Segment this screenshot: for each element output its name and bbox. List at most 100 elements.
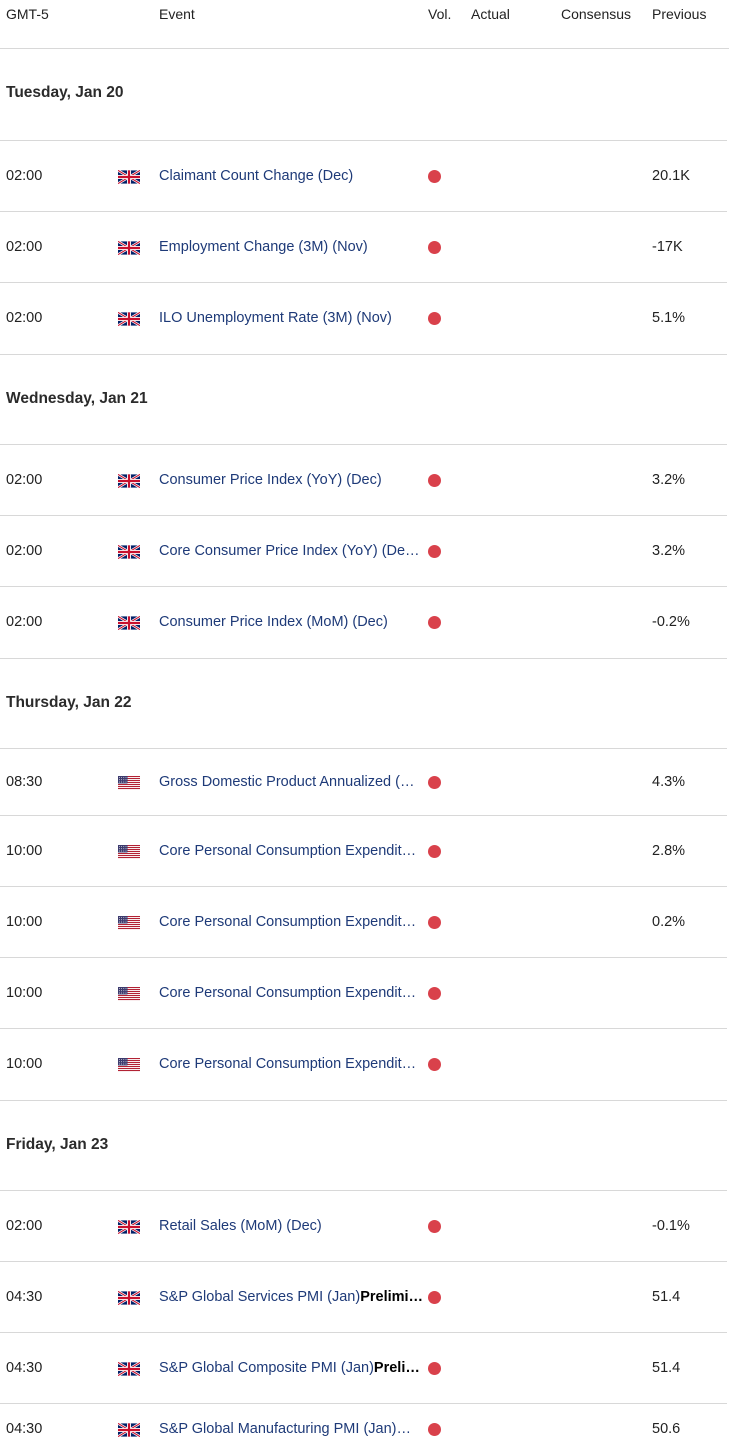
event-row[interactable]: 02:00 Consumer Price Index (MoM) (Dec) -0.…	[0, 586, 727, 659]
event-time: 04:30	[6, 1289, 43, 1305]
event-name[interactable]: Core Personal Consumption Expendit…	[159, 843, 429, 859]
high-volatility-dot-icon	[428, 1220, 441, 1233]
event-time: 02:00	[6, 168, 43, 184]
event-row[interactable]: 02:00 Employment Change (3M) (Nov) -17K	[0, 211, 727, 283]
event-row[interactable]: 02:00 Core Consumer Price Index (YoY) (De…	[0, 515, 727, 587]
event-name-text: S&P Global Services PMI (Jan)	[159, 1289, 361, 1305]
uk-flag-icon	[118, 616, 140, 630]
uk-flag-icon	[118, 1423, 140, 1437]
previous-value: -17K	[652, 239, 683, 255]
event-time: 10:00	[6, 914, 43, 930]
event-name[interactable]: S&P Global Services PMI (Jan)Prelimi…	[159, 1289, 429, 1305]
event-name[interactable]: Claimant Count Change (Dec)	[159, 168, 429, 184]
event-name[interactable]: Core Consumer Price Index (YoY) (De…	[159, 543, 429, 559]
event-row[interactable]: 04:30 S&P Global Manufacturing PMI (Jan)……	[0, 1403, 727, 1456]
event-name[interactable]: S&P Global Manufacturing PMI (Jan)…	[159, 1421, 429, 1437]
uk-flag-icon	[118, 545, 140, 559]
event-name-text: S&P Global Manufacturing PMI (Jan)…	[159, 1421, 411, 1437]
event-time: 10:00	[6, 1056, 43, 1072]
event-row[interactable]: 04:30 S&P Global Composite PMI (Jan)Preli…	[0, 1332, 727, 1404]
previous-value: 4.3%	[652, 774, 686, 790]
previous-value: 3.2%	[652, 472, 686, 488]
event-time: 10:00	[6, 985, 43, 1001]
event-name[interactable]: Consumer Price Index (YoY) (Dec)	[159, 472, 429, 488]
event-name-text: Consumer Price Index (MoM) (Dec)	[159, 614, 388, 630]
high-volatility-dot-icon	[428, 170, 441, 183]
event-row[interactable]: 10:00 Core Personal Consumption Expendit……	[0, 886, 727, 958]
event-name-text: Core Personal Consumption Expendit…	[159, 843, 417, 859]
us-flag-icon	[118, 1058, 140, 1072]
uk-flag-icon	[118, 1220, 140, 1234]
event-row[interactable]: 08:30 Gross Domestic Product Annualized (…	[0, 748, 727, 816]
event-name-text: Retail Sales (MoM) (Dec)	[159, 1218, 322, 1234]
timezone-header[interactable]: GMT-5	[6, 6, 49, 22]
event-name[interactable]: Core Personal Consumption Expendit…	[159, 1056, 429, 1072]
uk-flag-icon	[118, 241, 140, 255]
day-section: Tuesday, Jan 20	[0, 48, 729, 140]
event-row[interactable]: 10:00 Core Personal Consumption Expendit…	[0, 957, 727, 1029]
previous-value: -0.2%	[652, 614, 690, 630]
event-name[interactable]: Core Personal Consumption Expendit…	[159, 985, 429, 1001]
event-name-text: Core Personal Consumption Expendit…	[159, 985, 417, 1001]
event-time: 02:00	[6, 614, 43, 630]
us-flag-icon	[118, 776, 140, 790]
high-volatility-dot-icon	[428, 545, 441, 558]
event-name-text: Gross Domestic Product Annualized (…	[159, 774, 415, 790]
event-name[interactable]: ILO Unemployment Rate (3M) (Nov)	[159, 310, 429, 326]
previous-value: 5.1%	[652, 310, 686, 326]
event-row[interactable]: 10:00 Core Personal Consumption Expendit…	[0, 1028, 727, 1101]
high-volatility-dot-icon	[428, 987, 441, 1000]
high-volatility-dot-icon	[428, 1423, 441, 1436]
event-name[interactable]: Retail Sales (MoM) (Dec)	[159, 1218, 429, 1234]
event-row[interactable]: 04:30 S&P Global Services PMI (Jan)Prelim…	[0, 1261, 727, 1333]
actual-header: Actual	[471, 6, 510, 22]
event-time: 02:00	[6, 1218, 43, 1234]
us-flag-icon	[118, 916, 140, 930]
event-name[interactable]: Employment Change (3M) (Nov)	[159, 239, 429, 255]
event-row[interactable]: 02:00 Retail Sales (MoM) (Dec) -0.1%	[0, 1190, 727, 1262]
uk-flag-icon	[118, 312, 140, 326]
previous-value: 2.8%	[652, 843, 686, 859]
event-row[interactable]: 10:00 Core Personal Consumption Expendit……	[0, 815, 727, 887]
previous-value: 3.2%	[652, 543, 686, 559]
divider	[0, 1100, 727, 1101]
event-name[interactable]: S&P Global Composite PMI (Jan)Preli…	[159, 1360, 429, 1376]
event-name-text: Core Consumer Price Index (YoY) (De…	[159, 543, 420, 559]
previous-header: Previous	[652, 6, 707, 22]
day-label: Thursday, Jan 22	[6, 694, 132, 711]
uk-flag-icon	[118, 1362, 140, 1376]
table-header: GMT-5 Event Vol. Actual Consensus Previo…	[0, 0, 729, 49]
day-label: Tuesday, Jan 20	[6, 84, 124, 101]
us-flag-icon	[118, 987, 140, 1001]
event-time: 02:00	[6, 239, 43, 255]
event-name[interactable]: Core Personal Consumption Expendit…	[159, 914, 429, 930]
high-volatility-dot-icon	[428, 474, 441, 487]
event-time: 10:00	[6, 843, 43, 859]
divider	[0, 354, 727, 355]
high-volatility-dot-icon	[428, 845, 441, 858]
day-label: Wednesday, Jan 21	[6, 390, 148, 407]
event-row[interactable]: 02:00 ILO Unemployment Rate (3M) (Nov) 5.1…	[0, 282, 727, 355]
event-name-text: ILO Unemployment Rate (3M) (Nov)	[159, 310, 392, 326]
previous-value: -0.1%	[652, 1218, 690, 1234]
uk-flag-icon	[118, 1291, 140, 1305]
high-volatility-dot-icon	[428, 1362, 441, 1375]
event-time: 04:30	[6, 1421, 43, 1437]
uk-flag-icon	[118, 474, 140, 488]
event-name[interactable]: Consumer Price Index (MoM) (Dec)	[159, 614, 429, 630]
high-volatility-dot-icon	[428, 1058, 441, 1071]
previous-value: 20.1K	[652, 168, 690, 184]
high-volatility-dot-icon	[428, 241, 441, 254]
event-name-text: Core Personal Consumption Expendit…	[159, 914, 417, 930]
event-time: 02:00	[6, 543, 43, 559]
event-row[interactable]: 02:00 Consumer Price Index (YoY) (Dec) 3.2…	[0, 444, 727, 516]
high-volatility-dot-icon	[428, 616, 441, 629]
previous-value: 51.4	[652, 1289, 681, 1305]
high-volatility-dot-icon	[428, 916, 441, 929]
event-name-text: S&P Global Composite PMI (Jan)	[159, 1360, 374, 1376]
event-time: 08:30	[6, 774, 43, 790]
event-row[interactable]: 02:00 Claimant Count Change (Dec) 20.1K	[0, 140, 727, 212]
us-flag-icon	[118, 845, 140, 859]
previous-value: 51.4	[652, 1360, 681, 1376]
event-name[interactable]: Gross Domestic Product Annualized (…	[159, 774, 429, 790]
